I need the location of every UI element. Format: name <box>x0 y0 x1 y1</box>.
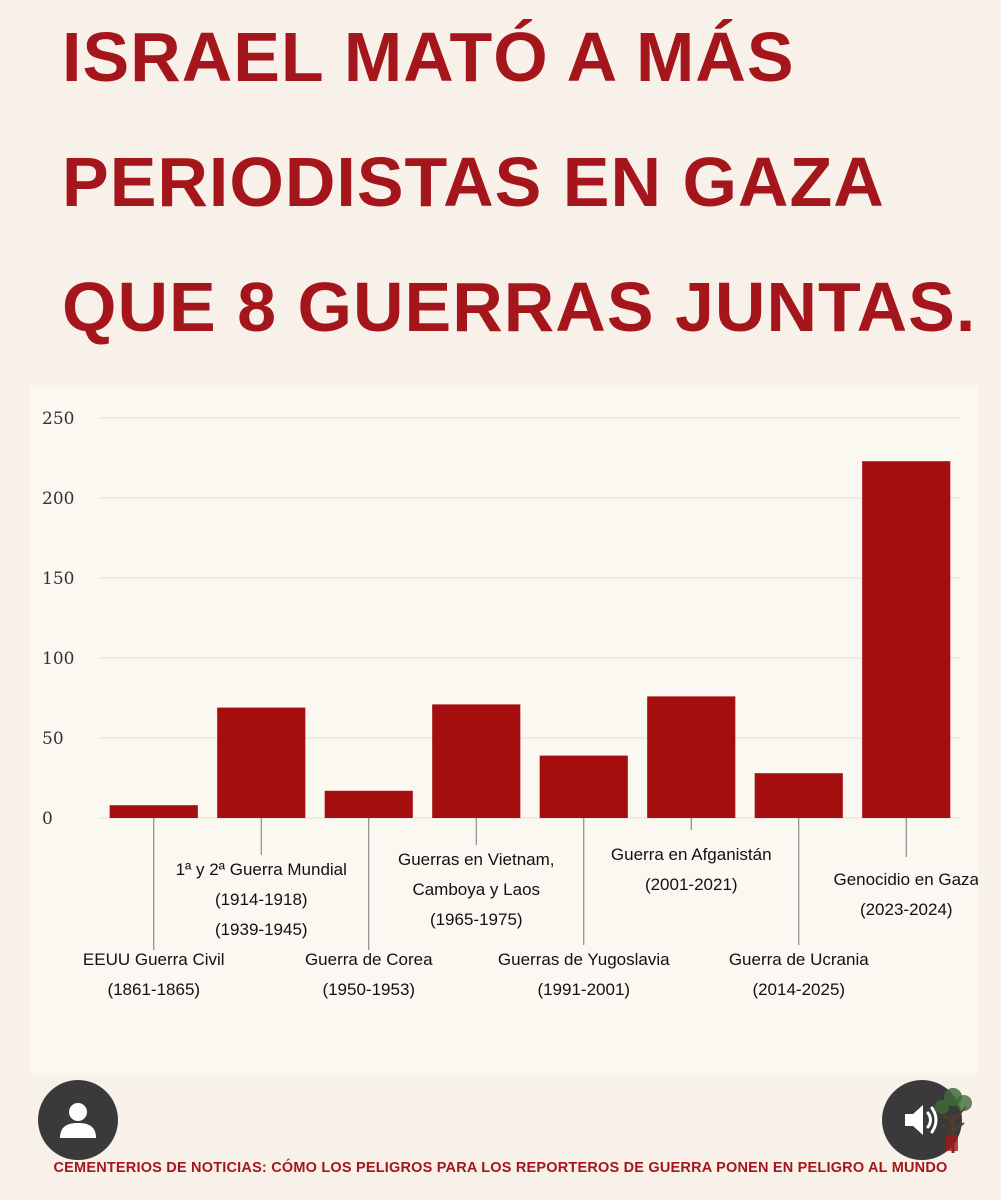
category-label: (2001-2021) <box>645 875 738 894</box>
profile-button[interactable] <box>38 1080 118 1160</box>
bar-chart: 0 50 100 150 200 250 EEUU Guerra Civil (1861-18… <box>42 409 978 999</box>
y-tick-label: 150 <box>42 569 74 589</box>
headline-line-1: ISRAEL MATÓ A MÁS <box>62 18 795 96</box>
category-label: (1991-2001) <box>537 980 630 999</box>
category-label: (1861-1865) <box>107 980 200 999</box>
category-label: Guerras de Yugoslavia <box>498 950 670 969</box>
speaker-icon <box>905 1105 938 1135</box>
category-label: (1914-1918) <box>215 890 308 909</box>
bar <box>324 790 413 818</box>
chart-panel: 0 50 100 150 200 250 EEUU Guerra Civil (1861-18… <box>30 385 978 1075</box>
y-tick-label: 0 <box>42 809 53 829</box>
category-label: Camboya y Laos <box>412 880 540 899</box>
bar <box>109 805 198 818</box>
y-tick-label: 50 <box>42 729 64 749</box>
category-label: (1939-1945) <box>215 920 308 939</box>
headline-line-3: QUE 8 GUERRAS JUNTAS. <box>62 268 977 346</box>
category-label: Genocidio en Gaza <box>833 870 978 889</box>
category-label: (1965-1975) <box>430 910 523 929</box>
bar <box>647 696 736 818</box>
headline-line-2: PERIODISTAS EN GAZA <box>62 143 885 221</box>
bar <box>862 461 951 818</box>
bar <box>432 704 521 818</box>
category-label: (2014-2025) <box>752 980 845 999</box>
category-label: Guerra en Afganistán <box>611 845 772 864</box>
user-icon <box>60 1103 96 1138</box>
y-tick-label: 100 <box>42 649 74 669</box>
bar <box>539 755 628 818</box>
category-label: Guerras en Vietnam, <box>398 850 555 869</box>
headline: ISRAEL MATÓ A MÁS PERIODISTAS EN GAZA QU… <box>62 22 982 397</box>
category-label: Guerra de Ucrania <box>729 950 869 969</box>
category-label: (2023-2024) <box>860 900 953 919</box>
bar <box>754 773 843 818</box>
category-label: (1950-1953) <box>322 980 415 999</box>
y-tick-label: 200 <box>42 489 74 509</box>
category-label: EEUU Guerra Civil <box>83 950 225 969</box>
y-tick-label: 250 <box>42 409 74 429</box>
category-label: Guerra de Corea <box>305 950 433 969</box>
category-label: 1ª y 2ª Guerra Mundial <box>176 860 347 879</box>
tree-logo-icon <box>935 1088 972 1153</box>
footer-caption: CEMENTERIOS DE NOTICIAS: CÓMO LOS PELIGR… <box>53 1160 948 1176</box>
bar <box>217 707 306 818</box>
